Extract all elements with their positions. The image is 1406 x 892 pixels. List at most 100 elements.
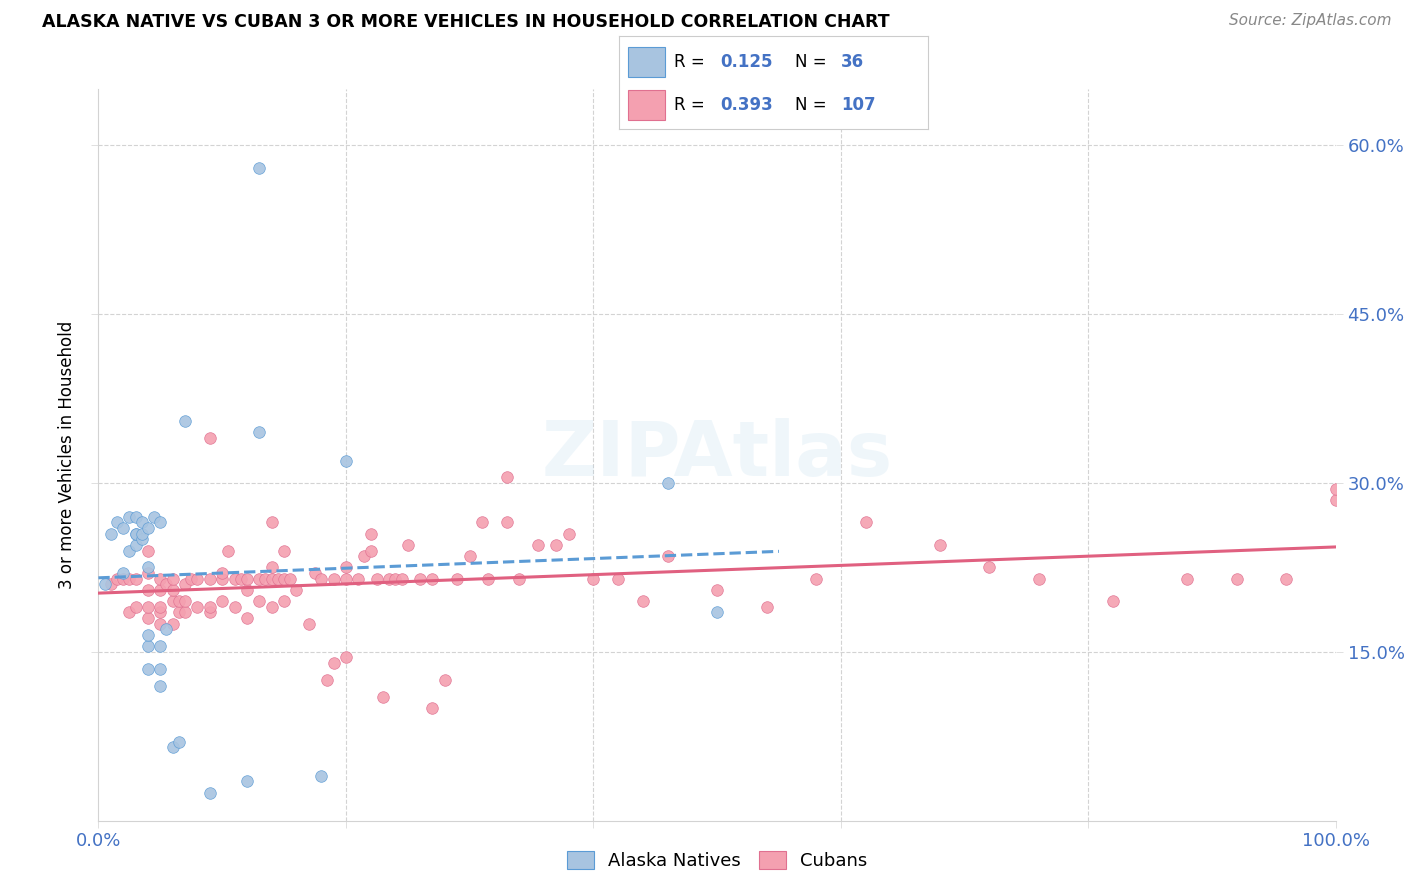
Point xyxy=(267,572,290,586)
Legend: Alaska Natives, Cubans: Alaska Natives, Cubans xyxy=(560,844,875,878)
Point xyxy=(112,566,135,580)
Point xyxy=(186,572,208,586)
Point xyxy=(118,543,141,558)
Point xyxy=(112,572,135,586)
Text: 36: 36 xyxy=(841,53,865,70)
Point xyxy=(149,639,172,653)
Point xyxy=(149,572,172,586)
Point xyxy=(1226,572,1249,586)
Point xyxy=(162,594,184,608)
Point xyxy=(607,572,630,586)
Text: 0.393: 0.393 xyxy=(721,96,773,114)
Point xyxy=(149,582,172,597)
Point xyxy=(1102,594,1125,608)
Point xyxy=(546,538,568,552)
Point xyxy=(371,690,394,704)
Point xyxy=(254,572,277,586)
Point xyxy=(236,572,259,586)
Point xyxy=(198,599,221,614)
Point xyxy=(433,673,456,687)
Point xyxy=(198,606,221,620)
Point xyxy=(236,582,259,597)
Point xyxy=(149,679,172,693)
Point xyxy=(136,543,159,558)
Point xyxy=(260,516,283,530)
Point xyxy=(93,577,115,591)
Point xyxy=(131,533,153,547)
Text: ALASKA NATIVE VS CUBAN 3 OR MORE VEHICLES IN HOUSEHOLD CORRELATION CHART: ALASKA NATIVE VS CUBAN 3 OR MORE VEHICLE… xyxy=(42,13,890,31)
Point xyxy=(298,616,321,631)
Point xyxy=(391,572,413,586)
Point xyxy=(378,572,401,586)
Point xyxy=(136,582,159,597)
Point xyxy=(477,572,499,586)
Point xyxy=(100,577,122,591)
Point xyxy=(557,526,579,541)
Text: 107: 107 xyxy=(841,96,876,114)
Text: Source: ZipAtlas.com: Source: ZipAtlas.com xyxy=(1229,13,1392,29)
Point xyxy=(105,572,128,586)
Point xyxy=(186,599,208,614)
Point xyxy=(217,543,239,558)
Point xyxy=(124,526,146,541)
Point xyxy=(273,543,295,558)
Point xyxy=(124,526,146,541)
Point xyxy=(316,673,339,687)
Point xyxy=(446,572,468,586)
Point xyxy=(162,572,184,586)
Point xyxy=(143,509,166,524)
Point xyxy=(100,526,122,541)
Y-axis label: 3 or more Vehicles in Household: 3 or more Vehicles in Household xyxy=(58,321,76,589)
Point xyxy=(124,572,146,586)
Point xyxy=(1275,572,1298,586)
Point xyxy=(149,616,172,631)
Point xyxy=(804,572,827,586)
Point xyxy=(149,599,172,614)
Point xyxy=(198,431,221,445)
Point xyxy=(928,538,950,552)
Bar xyxy=(628,47,665,77)
Point xyxy=(855,516,877,530)
Point xyxy=(136,521,159,535)
Point xyxy=(335,572,357,586)
Point xyxy=(167,594,190,608)
Point xyxy=(360,543,382,558)
Point xyxy=(384,572,406,586)
Point xyxy=(247,594,270,608)
Point xyxy=(526,538,548,552)
Point xyxy=(105,516,128,530)
Point xyxy=(755,599,778,614)
Point xyxy=(174,414,197,428)
Point xyxy=(260,599,283,614)
Point xyxy=(360,526,382,541)
Point xyxy=(224,572,246,586)
Point xyxy=(335,560,357,574)
Point xyxy=(309,572,332,586)
Bar xyxy=(628,90,665,120)
Point xyxy=(224,599,246,614)
Point xyxy=(136,599,159,614)
Point xyxy=(322,656,344,670)
Point xyxy=(458,549,481,564)
Point xyxy=(273,572,295,586)
Point xyxy=(471,516,494,530)
Point xyxy=(149,516,172,530)
Point xyxy=(260,560,283,574)
Point xyxy=(1175,572,1198,586)
Text: N =: N = xyxy=(794,96,832,114)
Point xyxy=(396,538,419,552)
Point xyxy=(495,516,517,530)
Point xyxy=(136,662,159,676)
Point xyxy=(131,516,153,530)
Point xyxy=(118,606,141,620)
Point xyxy=(167,606,190,620)
Point xyxy=(136,560,159,574)
Text: 0.125: 0.125 xyxy=(721,53,773,70)
Point xyxy=(582,572,605,586)
Point xyxy=(124,599,146,614)
Point xyxy=(155,577,177,591)
Point xyxy=(278,572,301,586)
Point xyxy=(180,572,202,586)
Text: ZIPAtlas: ZIPAtlas xyxy=(541,418,893,491)
Point xyxy=(979,560,1001,574)
